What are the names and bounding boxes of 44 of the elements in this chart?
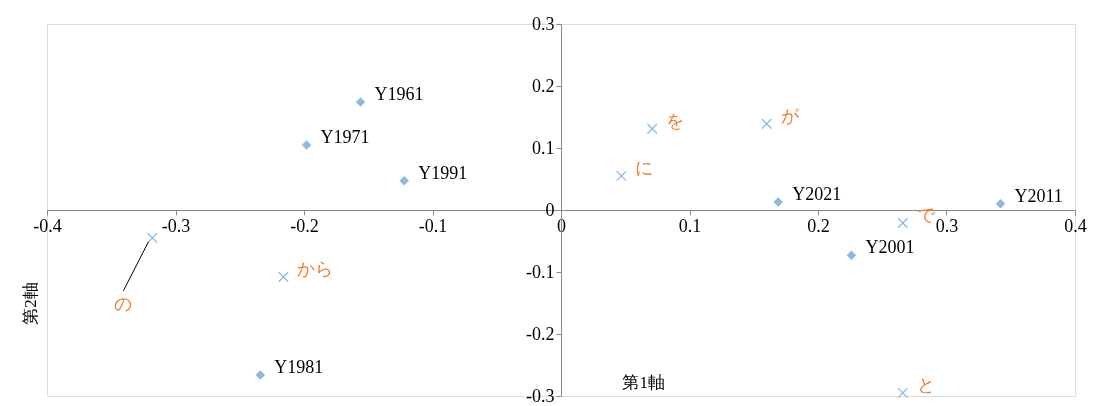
point [399, 176, 409, 186]
point [616, 170, 627, 182]
x-tick-label: 0.4 [1064, 215, 1087, 236]
annotation: の [114, 293, 133, 314]
y-tick-label: -0.2 [526, 323, 555, 344]
point [995, 199, 1006, 209]
data-label: が [780, 105, 800, 126]
data-label: Y1971 [320, 126, 370, 147]
x-tick-label: -0.3 [161, 215, 191, 236]
x-tick-label: 0.1 [678, 215, 702, 236]
point [897, 217, 909, 229]
data-label: を [666, 110, 685, 131]
y-tick-label: 0.1 [532, 137, 555, 158]
data-label: と [916, 374, 935, 395]
data-label: Y2021 [792, 183, 842, 204]
point [146, 232, 158, 244]
point [278, 271, 289, 283]
x-tick-label: 0.3 [935, 215, 959, 236]
y-tick-label: -0.3 [526, 385, 555, 406]
x-axis-title: 第1軸 [622, 372, 665, 392]
y-tick-label: -0.1 [526, 261, 555, 282]
point [897, 387, 909, 399]
x-tick-label: -0.1 [418, 215, 448, 236]
point [355, 97, 366, 107]
data-label: Y1991 [418, 162, 468, 183]
y-tick-label: 0.3 [532, 13, 555, 34]
data-label: Y1981 [274, 356, 324, 377]
data-label: から [297, 258, 334, 279]
point [646, 123, 658, 135]
point [761, 118, 772, 130]
point [301, 140, 312, 150]
y-axis-title: 第2軸 [20, 282, 40, 325]
data-label: Y2001 [865, 237, 915, 258]
data-label: Y2011 [1014, 185, 1063, 206]
point [255, 370, 266, 380]
y-tick-label: 0 [545, 199, 555, 220]
point [846, 250, 857, 260]
x-tick-label: -0.4 [33, 215, 62, 236]
y-tick-label: 0.2 [532, 75, 555, 96]
data-label: Y1961 [374, 84, 424, 105]
x-tick-label: 0.2 [807, 215, 830, 236]
x-tick-label: -0.2 [290, 215, 319, 236]
data-label: に [635, 157, 654, 178]
data-label: で [916, 205, 936, 226]
